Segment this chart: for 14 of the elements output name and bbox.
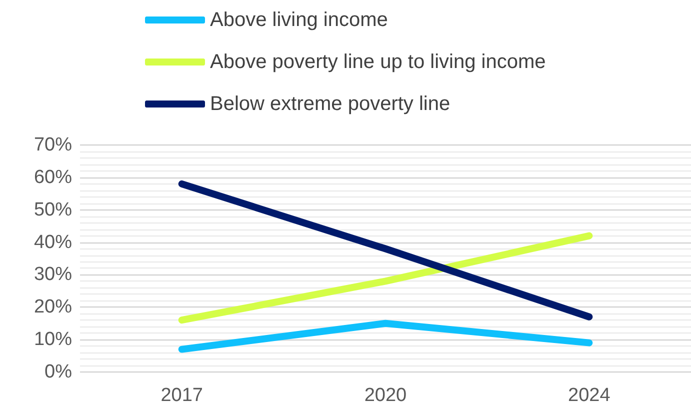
y-tick-label: 30% (34, 264, 72, 286)
x-tick-label: 2017 (160, 385, 203, 406)
y-tick-label: 40% (34, 232, 72, 253)
legend-label: Below extreme poverty line (210, 93, 450, 115)
y-tick-label: 50% (34, 199, 72, 220)
x-tick-label: 2024 (568, 385, 611, 406)
x-tick-label: 2020 (364, 385, 407, 406)
legend-label: Above living income (210, 9, 388, 31)
y-tick-label: 0% (44, 362, 72, 382)
legend-label: Above poverty line up to living income (210, 51, 546, 73)
y-tick-label: 20% (34, 296, 72, 318)
y-tick-label: 10% (34, 329, 72, 350)
y-tick-label: 70% (34, 134, 72, 156)
y-tick-label: 60% (34, 166, 72, 188)
